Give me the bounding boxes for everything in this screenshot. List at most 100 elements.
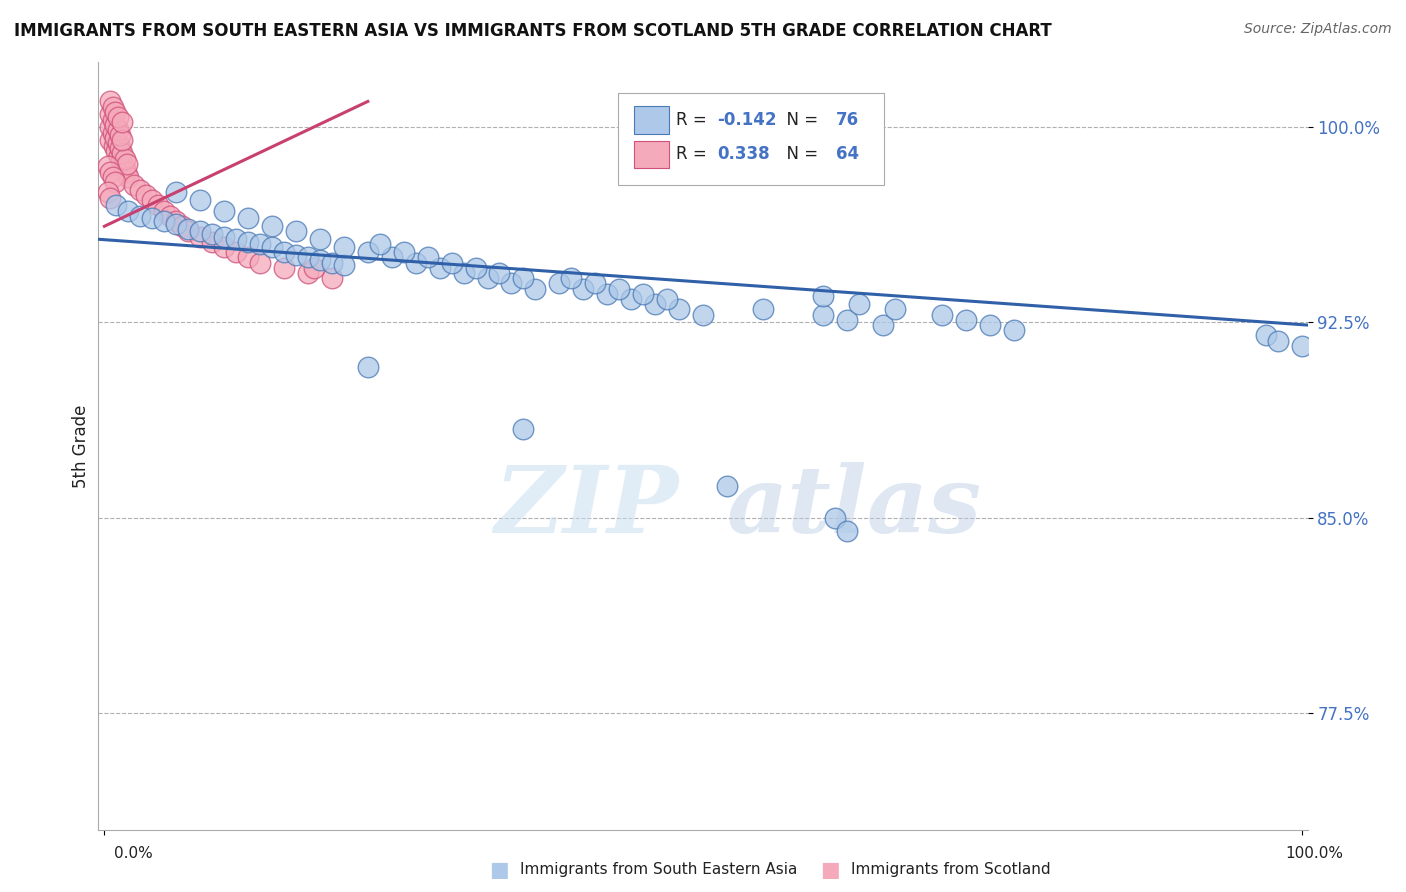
Point: [835, 524, 858, 538]
Point: [188, 224, 211, 238]
Text: R =: R =: [676, 145, 713, 163]
Point: [236, 211, 259, 226]
Point: [225, 232, 247, 246]
Point: [104, 131, 127, 145]
Point: [201, 227, 224, 241]
Point: [249, 255, 271, 269]
Point: [129, 209, 152, 223]
Point: [297, 266, 319, 280]
Point: [931, 308, 953, 322]
Point: [811, 289, 834, 303]
Text: N =: N =: [776, 111, 823, 129]
Point: [464, 260, 486, 275]
Point: [110, 154, 132, 169]
Text: 76: 76: [837, 111, 859, 129]
Point: [979, 318, 1001, 332]
Point: [212, 240, 235, 254]
Point: [108, 128, 131, 143]
Point: [501, 277, 523, 291]
Point: [101, 126, 124, 140]
FancyBboxPatch shape: [619, 93, 884, 186]
Point: [103, 138, 125, 153]
Point: [607, 282, 630, 296]
Text: Immigrants from South Eastern Asia: Immigrants from South Eastern Asia: [520, 863, 797, 877]
Point: [172, 219, 194, 234]
Point: [620, 292, 643, 306]
Point: [297, 251, 319, 265]
Text: N =: N =: [776, 145, 823, 163]
Point: [716, 479, 738, 493]
Text: IMMIGRANTS FROM SOUTH EASTERN ASIA VS IMMIGRANTS FROM SCOTLAND 5TH GRADE CORRELA: IMMIGRANTS FROM SOUTH EASTERN ASIA VS IM…: [14, 22, 1052, 40]
Point: [188, 194, 211, 208]
Point: [357, 359, 380, 374]
Point: [512, 422, 534, 436]
Point: [273, 245, 295, 260]
Point: [309, 232, 332, 246]
Point: [284, 248, 307, 262]
Point: [188, 229, 211, 244]
Point: [104, 175, 127, 189]
Point: [107, 110, 129, 124]
Point: [392, 245, 415, 260]
Point: [100, 120, 122, 135]
Point: [955, 313, 977, 327]
Point: [165, 214, 187, 228]
Point: [260, 219, 283, 234]
Point: [883, 302, 905, 317]
Point: [141, 194, 163, 208]
Point: [101, 100, 124, 114]
Text: ■: ■: [489, 860, 509, 880]
Point: [583, 277, 606, 291]
Point: [440, 255, 463, 269]
Point: [1254, 328, 1277, 343]
Point: [100, 191, 122, 205]
Point: [135, 188, 157, 202]
Point: [111, 133, 134, 147]
Point: [159, 209, 181, 223]
Point: [236, 251, 259, 265]
Point: [752, 302, 775, 317]
Point: [100, 107, 122, 121]
Point: [655, 292, 678, 306]
Point: [115, 164, 138, 178]
Text: 64: 64: [837, 145, 859, 163]
Point: [381, 251, 404, 265]
Point: [107, 149, 129, 163]
Point: [1267, 334, 1289, 348]
Text: R =: R =: [676, 111, 713, 129]
Point: [212, 229, 235, 244]
Point: [112, 160, 135, 174]
Point: [249, 237, 271, 252]
Point: [1002, 323, 1025, 337]
Point: [321, 271, 343, 285]
Point: [107, 123, 129, 137]
Text: Source: ZipAtlas.com: Source: ZipAtlas.com: [1244, 22, 1392, 37]
Point: [321, 255, 343, 269]
Point: [333, 258, 356, 272]
Point: [100, 95, 122, 109]
Point: [148, 198, 170, 212]
Point: [104, 104, 127, 119]
Point: [596, 286, 619, 301]
Point: [872, 318, 894, 332]
Point: [824, 510, 846, 524]
Point: [105, 144, 128, 158]
Point: [692, 308, 714, 322]
Point: [631, 286, 654, 301]
Point: [644, 297, 666, 311]
Text: 100.0%: 100.0%: [1285, 847, 1344, 861]
Point: [260, 240, 283, 254]
Point: [117, 203, 139, 218]
Point: [333, 240, 356, 254]
Point: [97, 186, 120, 200]
Point: [107, 136, 129, 150]
Point: [560, 271, 582, 285]
FancyBboxPatch shape: [634, 141, 669, 169]
Point: [114, 152, 136, 166]
Point: [572, 282, 595, 296]
Point: [429, 260, 451, 275]
Point: [811, 308, 834, 322]
Point: [477, 271, 499, 285]
Point: [201, 235, 224, 249]
Point: [225, 245, 247, 260]
